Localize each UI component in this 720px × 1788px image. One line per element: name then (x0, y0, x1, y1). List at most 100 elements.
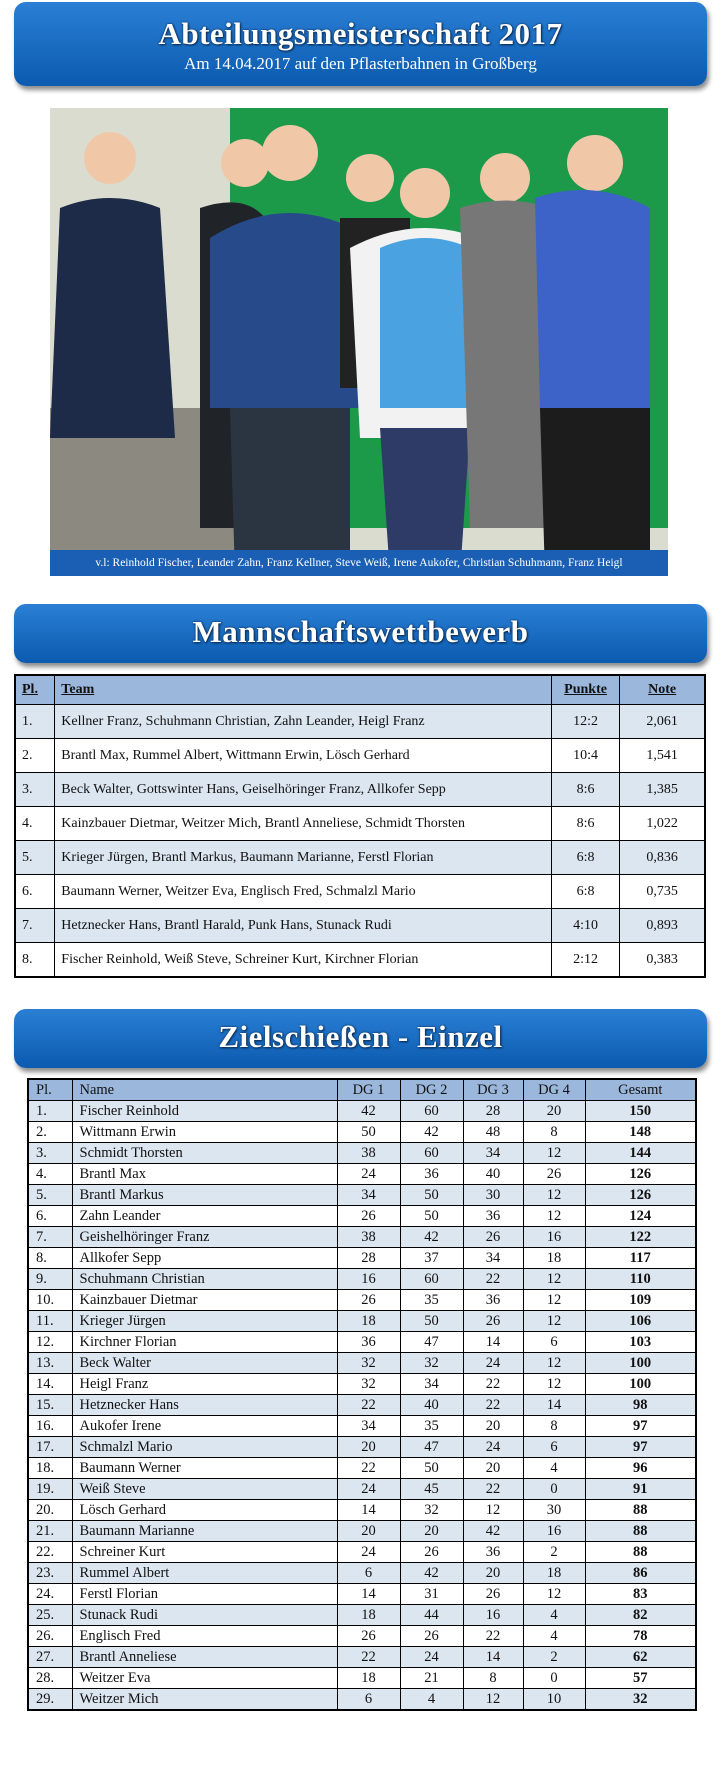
row: 15. Hetznecker Hans 22 40 22 14 98 (27, 1394, 697, 1416)
cell: Kainzbauer Dietmar (71, 1289, 338, 1311)
cell: 36 (336, 1331, 401, 1353)
cell: Kainzbauer Dietmar, Weitzer Mich, Brantl… (54, 806, 552, 841)
cell: 4 (522, 1604, 586, 1626)
row: 5. Krieger Jürgen, Brantl Markus, Baumann… (14, 840, 706, 875)
cell: 14 (336, 1583, 401, 1605)
cell: 8 (522, 1415, 586, 1437)
cell: Schmidt Thorsten (71, 1142, 338, 1164)
cell: 26 (462, 1583, 524, 1605)
row: 4. Kainzbauer Dietmar, Weitzer Mich, Bran… (14, 806, 706, 841)
column-header: Name (71, 1078, 338, 1101)
column-header: DG 2 (399, 1078, 464, 1101)
row: 14. Heigl Franz 32 34 22 12 100 (27, 1373, 697, 1395)
cell: 97 (584, 1436, 697, 1458)
cell: 19. (27, 1478, 73, 1500)
row: 29. Weitzer Mich 6 4 12 10 32 (27, 1688, 697, 1711)
cell: Schuhmann Christian (71, 1268, 338, 1290)
column-header: Pl. (14, 674, 56, 705)
cell: Hetznecker Hans, Brantl Harald, Punk Han… (54, 908, 552, 943)
cell: 12. (27, 1331, 73, 1353)
cell: 47 (399, 1436, 464, 1458)
cell: 22 (462, 1268, 524, 1290)
cell: 96 (584, 1457, 697, 1479)
cell: 20 (462, 1562, 524, 1584)
cell: 50 (399, 1184, 464, 1206)
row: 6. Zahn Leander 26 50 36 12 124 (27, 1205, 697, 1227)
row: 4. Brantl Max 24 36 40 26 126 (27, 1163, 697, 1185)
cell: 4:10 (550, 908, 621, 943)
cell: 2. (27, 1121, 73, 1143)
cell: 10. (27, 1289, 73, 1311)
cell: 20 (462, 1415, 524, 1437)
cell: 34 (462, 1247, 524, 1269)
cell: 0 (522, 1478, 586, 1500)
cell: 9. (27, 1268, 73, 1290)
cell: 28. (27, 1667, 73, 1689)
cell: 18. (27, 1457, 73, 1479)
cell: Wittmann Erwin (71, 1121, 338, 1143)
cell: Baumann Werner (71, 1457, 338, 1479)
cell: 12 (462, 1499, 524, 1521)
cell: 40 (462, 1163, 524, 1185)
cell: 24. (27, 1583, 73, 1605)
row: 11. Krieger Jürgen 18 50 26 12 106 (27, 1310, 697, 1332)
cell: Weitzer Mich (71, 1688, 338, 1711)
cell: 4 (399, 1688, 464, 1711)
cell: 24 (336, 1541, 401, 1563)
row: 21. Baumann Marianne 20 20 42 16 88 (27, 1520, 697, 1542)
cell: 6 (336, 1688, 401, 1711)
cell: 124 (584, 1205, 697, 1227)
single-title: Zielschießen - Einzel (218, 1019, 503, 1054)
cell: 8. (27, 1247, 73, 1269)
cell: Schmalzl Mario (71, 1436, 338, 1458)
cell: 36 (462, 1541, 524, 1563)
cell: 12 (522, 1184, 586, 1206)
row: 12. Kirchner Florian 36 47 14 6 103 (27, 1331, 697, 1353)
row: 22. Schreiner Kurt 24 26 36 2 88 (27, 1541, 697, 1563)
cell: 26 (336, 1289, 401, 1311)
cell: 47 (399, 1331, 464, 1353)
cell: 26 (336, 1625, 401, 1647)
single-table: Pl. Name DG 1 DG 2 DG 3 DG 4 Gesamt 1. Fischer R… (27, 1078, 697, 1711)
cell: 32 (336, 1373, 401, 1395)
column-header: Team (54, 674, 552, 705)
team-photo (50, 108, 668, 576)
cell: 57 (584, 1667, 697, 1689)
cell: 103 (584, 1331, 697, 1353)
cell: 48 (462, 1121, 524, 1143)
cell: 1. (27, 1100, 73, 1122)
row: 8. Allkofer Sepp 28 37 34 18 117 (27, 1247, 697, 1269)
column-header: DG 3 (462, 1078, 524, 1101)
cell: Aukofer Irene (71, 1415, 338, 1437)
cell: Baumann Werner, Weitzer Eva, Englisch Fr… (54, 874, 552, 909)
cell: 30 (462, 1184, 524, 1206)
cell: 148 (584, 1121, 697, 1143)
row: 10. Kainzbauer Dietmar 26 35 36 12 109 (27, 1289, 697, 1311)
cell: 11. (27, 1310, 73, 1332)
column-header: DG 4 (522, 1078, 586, 1101)
row: 1. Kellner Franz, Schuhmann Christian, Za… (14, 704, 706, 739)
cell: 10 (522, 1688, 586, 1711)
row: 7. Geishelhöringer Franz 38 42 26 16 122 (27, 1226, 697, 1248)
cell: 88 (584, 1541, 697, 1563)
cell: 22 (336, 1457, 401, 1479)
cell: Heigl Franz (71, 1373, 338, 1395)
cell: 6 (522, 1436, 586, 1458)
row: 8. Fischer Reinhold, Weiß Steve, Schreine… (14, 942, 706, 978)
cell: 21 (399, 1667, 464, 1689)
cell: 78 (584, 1625, 697, 1647)
cell: 17. (27, 1436, 73, 1458)
cell: 31 (399, 1583, 464, 1605)
cell: Zahn Leander (71, 1205, 338, 1227)
cell: 50 (399, 1205, 464, 1227)
row: 5. Brantl Markus 34 50 30 12 126 (27, 1184, 697, 1206)
cell: 18 (336, 1604, 401, 1626)
row: 13. Beck Walter 32 32 24 12 100 (27, 1352, 697, 1374)
cell: 5. (27, 1184, 73, 1206)
cell: 1,541 (619, 738, 706, 773)
cell: 0,735 (619, 874, 706, 909)
row: 20. Lösch Gerhard 14 32 12 30 88 (27, 1499, 697, 1521)
cell: Lösch Gerhard (71, 1499, 338, 1521)
cell: Fischer Reinhold (71, 1100, 338, 1122)
